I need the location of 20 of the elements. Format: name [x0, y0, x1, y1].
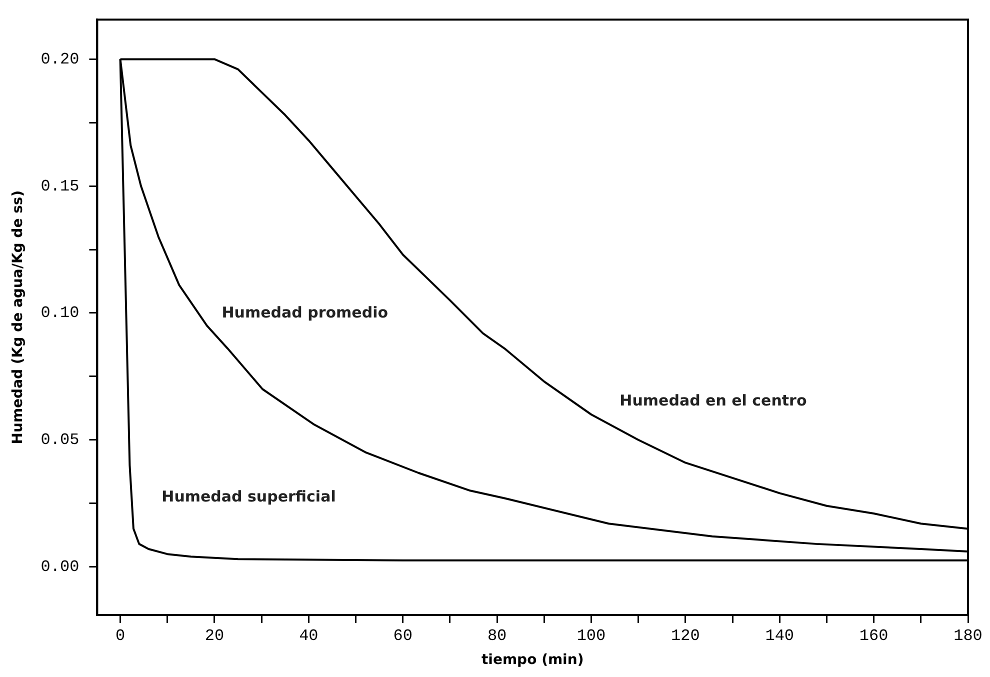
y-tick-label: 0.10 — [40, 304, 80, 322]
y-tick-label: 0.20 — [40, 50, 80, 68]
x-tick-label: 160 — [859, 626, 888, 645]
x-tick-label: 20 — [204, 626, 224, 645]
x-tick-label: 80 — [487, 626, 507, 645]
y-tick-label: 0.15 — [40, 177, 80, 196]
annotation: Humedad superficial — [162, 488, 336, 506]
annotation: Humedad promedio — [222, 304, 388, 322]
x-tick-label: 100 — [576, 626, 606, 645]
annotation: Humedad en el centro — [620, 392, 807, 410]
x-tick-label: 180 — [954, 626, 982, 645]
x-tick-label: 60 — [393, 626, 412, 645]
y-tick-label: 0.00 — [40, 558, 80, 576]
x-tick-label: 140 — [765, 626, 794, 645]
x-tick-label: 120 — [671, 626, 700, 645]
y-tick-label: 0.05 — [40, 431, 80, 450]
y-axis-title: Humedad (Kg de agua/Kg de ss) — [10, 190, 26, 444]
x-tick-label: 40 — [299, 626, 318, 645]
x-tick-label: 0 — [115, 626, 126, 645]
x-axis-title: tiempo (min) — [481, 652, 584, 668]
